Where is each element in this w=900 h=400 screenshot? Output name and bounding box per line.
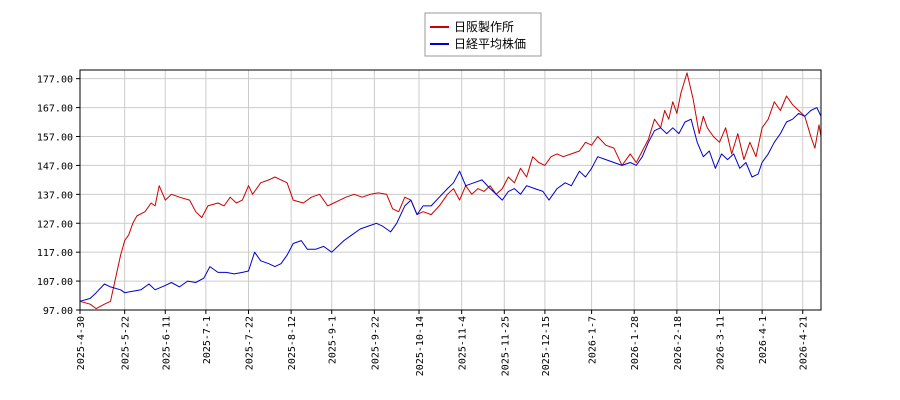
x-tick-label: 2026-1-7 — [588, 316, 599, 364]
legend-label-series-0: 日阪製作所 — [454, 20, 514, 34]
x-tick-label: 2025-6-11 — [161, 316, 172, 370]
x-tick-label: 2026-4-21 — [799, 316, 810, 370]
x-tick-label: 2025-7-22 — [245, 316, 256, 370]
x-tick-label: 2025-9-1 — [328, 316, 339, 364]
y-tick-label: 107.00 — [37, 277, 73, 288]
legend-label-series-1: 日経平均株価 — [454, 36, 526, 51]
x-tick-label: 2025-11-25 — [500, 316, 511, 376]
x-tick-label: 2025-10-14 — [415, 316, 426, 376]
x-tick-label: 2026-3-11 — [715, 316, 726, 370]
x-tick-label: 2025-5-22 — [121, 316, 132, 370]
x-axis-ticks: 2025-4-30 2025-5-22 2025-6-11 2025-7-1 2025-… — [76, 310, 810, 376]
y-tick-label: 117.00 — [37, 248, 73, 259]
x-tick-label: 2026-2-18 — [673, 316, 684, 370]
y-tick-label: 167.00 — [37, 104, 73, 115]
x-tick-label: 2025-12-15 — [541, 316, 552, 376]
x-tick-label: 2026-4-1 — [758, 316, 769, 364]
series-line-1 — [79, 107, 822, 302]
x-tick-label: 2025-4-30 — [76, 316, 87, 370]
x-tick-label: 2025-8-12 — [287, 316, 298, 370]
plot-frame — [79, 69, 822, 311]
x-tick-label: 2026-1-28 — [630, 316, 641, 370]
y-tick-label: 137.00 — [37, 190, 73, 201]
y-tick-label: 177.00 — [37, 75, 73, 86]
series-layer — [79, 72, 822, 310]
legend-box — [424, 12, 542, 57]
y-tick-label: 157.00 — [37, 133, 73, 144]
plot-area — [80, 70, 821, 310]
x-tick-label: 2025-7-1 — [202, 316, 213, 364]
y-tick-label: 97.00 — [43, 306, 73, 317]
y-tick-label: 127.00 — [37, 219, 73, 230]
x-tick-label: 2025-9-22 — [370, 316, 381, 370]
legend: 日阪製作所 日経平均株価 — [424, 12, 542, 57]
y-tick-label: 147.00 — [37, 161, 73, 172]
y-axis-ticks: 97.00 107.00 117.00 127.00 137.00 147.00 157.0… — [37, 75, 80, 317]
series-line-0 — [79, 72, 822, 310]
x-tick-label: 2025-11-4 — [458, 316, 469, 370]
